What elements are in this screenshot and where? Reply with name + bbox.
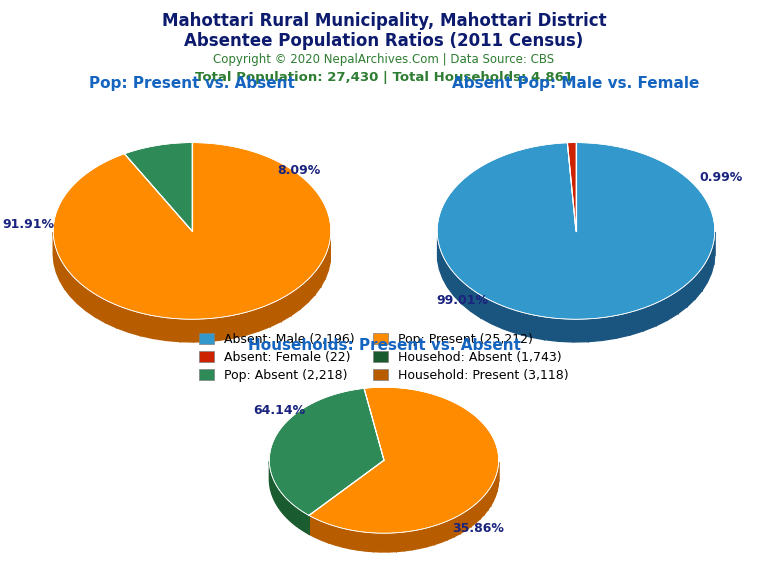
Text: 35.86%: 35.86% xyxy=(452,521,504,535)
Polygon shape xyxy=(438,232,715,342)
Polygon shape xyxy=(437,143,715,319)
Text: 91.91%: 91.91% xyxy=(2,218,54,231)
Text: Pop: Present vs. Absent: Pop: Present vs. Absent xyxy=(89,76,295,91)
Text: 0.99%: 0.99% xyxy=(700,172,743,184)
Polygon shape xyxy=(568,143,576,231)
Polygon shape xyxy=(53,143,331,319)
Polygon shape xyxy=(270,388,384,516)
Polygon shape xyxy=(270,461,309,534)
Polygon shape xyxy=(309,387,498,533)
Text: 99.01%: 99.01% xyxy=(436,294,488,307)
Legend: Absent: Male (2,196), Absent: Female (22), Pop: Absent (2,218), Pop: Present (25: Absent: Male (2,196), Absent: Female (22… xyxy=(199,332,569,382)
Text: Mahottari Rural Municipality, Mahottari District: Mahottari Rural Municipality, Mahottari … xyxy=(162,12,606,29)
Text: 64.14%: 64.14% xyxy=(253,404,306,416)
Text: Households: Present vs. Absent: Households: Present vs. Absent xyxy=(247,338,521,353)
Polygon shape xyxy=(124,143,192,231)
Text: Total Population: 27,430 | Total Households: 4,861: Total Population: 27,430 | Total Househo… xyxy=(195,71,573,85)
Polygon shape xyxy=(309,463,498,552)
Polygon shape xyxy=(53,232,330,342)
Text: Absent Pop: Male vs. Female: Absent Pop: Male vs. Female xyxy=(452,76,700,91)
Text: 8.09%: 8.09% xyxy=(277,164,321,177)
Text: Absentee Population Ratios (2011 Census): Absentee Population Ratios (2011 Census) xyxy=(184,32,584,50)
Text: Copyright © 2020 NepalArchives.Com | Data Source: CBS: Copyright © 2020 NepalArchives.Com | Dat… xyxy=(214,53,554,66)
